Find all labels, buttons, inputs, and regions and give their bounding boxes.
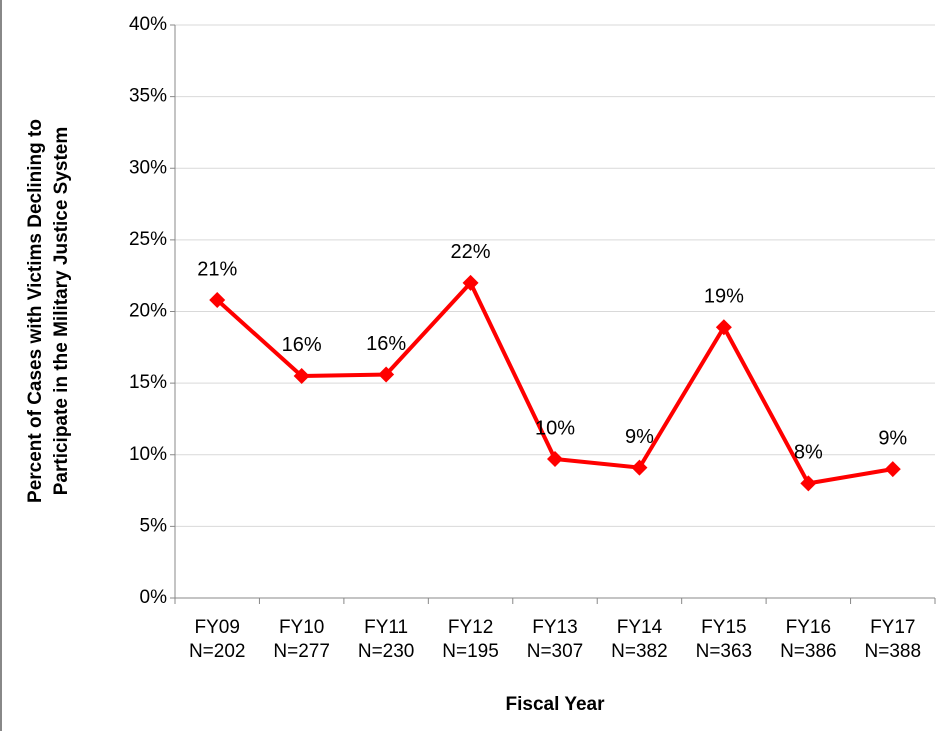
data-marker <box>209 292 226 309</box>
x-tick-sublabel: N=307 <box>527 641 584 662</box>
data-marker <box>800 475 817 492</box>
y-tick-label: 10% <box>129 444 167 465</box>
x-tick-sublabel: N=386 <box>780 641 837 662</box>
x-tick-sublabel: N=202 <box>189 641 246 662</box>
data-label: 9% <box>878 427 907 449</box>
x-tick-label: FY10 <box>279 617 324 638</box>
data-marker <box>884 461 901 478</box>
y-tick-label: 25% <box>129 229 167 250</box>
x-tick-sublabel: N=230 <box>358 641 415 662</box>
y-tick-label: 15% <box>129 372 167 393</box>
data-marker <box>378 366 395 383</box>
x-tick-label: FY09 <box>195 617 240 638</box>
data-label: 9% <box>625 426 654 448</box>
y-tick-label: 40% <box>129 14 167 35</box>
data-label: 22% <box>451 241 491 263</box>
data-label: 10% <box>535 417 575 439</box>
x-axis-title: Fiscal Year <box>506 694 606 715</box>
y-axis-title: Participate in the Military Justice Syst… <box>51 127 72 496</box>
data-label: 19% <box>704 286 744 308</box>
x-tick-sublabel: N=195 <box>442 641 499 662</box>
data-marker <box>462 274 479 291</box>
y-tick-label: 0% <box>140 587 168 608</box>
data-label: 8% <box>794 442 823 464</box>
x-tick-label: FY14 <box>617 617 663 638</box>
data-marker <box>547 451 563 468</box>
data-label: 16% <box>282 334 322 356</box>
data-label: 21% <box>197 258 237 280</box>
y-tick-label: 20% <box>129 301 167 322</box>
data-marker <box>631 459 648 476</box>
x-tick-label: FY12 <box>448 617 493 638</box>
data-label: 16% <box>366 333 406 355</box>
x-tick-sublabel: N=363 <box>696 641 753 662</box>
x-tick-sublabel: N=382 <box>611 641 668 662</box>
x-tick-label: FY13 <box>532 617 577 638</box>
x-tick-sublabel: N=277 <box>273 641 330 662</box>
x-tick-label: FY11 <box>364 617 408 638</box>
data-marker <box>715 319 732 336</box>
y-tick-label: 35% <box>129 86 167 107</box>
y-axis-title: Percent of Cases with Victims Declining … <box>25 119 46 503</box>
x-tick-sublabel: N=388 <box>865 641 922 662</box>
data-marker <box>293 367 310 384</box>
x-tick-label: FY16 <box>786 617 831 638</box>
x-tick-label: FY15 <box>701 617 746 638</box>
y-tick-label: 5% <box>140 515 168 536</box>
y-tick-label: 30% <box>129 157 167 178</box>
x-tick-label: FY17 <box>870 617 915 638</box>
